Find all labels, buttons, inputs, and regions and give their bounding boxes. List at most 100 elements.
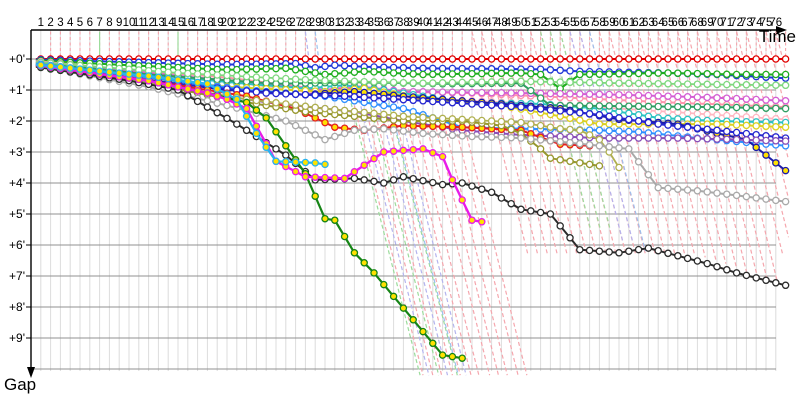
data-marker xyxy=(556,89,564,98)
data-marker xyxy=(478,69,486,78)
data-marker xyxy=(517,134,525,142)
data-marker xyxy=(566,67,574,75)
data-marker xyxy=(380,125,388,133)
data-marker xyxy=(595,102,604,110)
data-marker xyxy=(605,70,613,78)
data-marker xyxy=(674,122,682,130)
data-marker xyxy=(605,143,613,151)
data-marker xyxy=(605,102,613,110)
data-marker xyxy=(625,115,633,124)
data-marker xyxy=(380,110,388,119)
x-tick-label: 50 xyxy=(515,17,528,29)
data-marker xyxy=(693,134,702,143)
data-marker xyxy=(419,176,427,185)
data-marker xyxy=(301,90,310,99)
data-marker xyxy=(429,178,437,187)
data-marker xyxy=(517,103,525,111)
x-tick-label: 28 xyxy=(299,17,312,29)
data-marker xyxy=(556,107,564,115)
x-tick-label: 76 xyxy=(769,17,782,29)
data-marker xyxy=(517,77,525,86)
x-tick-label: 3 xyxy=(57,17,63,29)
data-marker xyxy=(184,85,192,93)
data-marker xyxy=(233,65,241,74)
data-marker xyxy=(536,208,545,217)
x-tick-label: 49 xyxy=(505,17,518,29)
data-marker xyxy=(703,125,711,134)
data-marker xyxy=(713,120,721,128)
x-tick-label: 17 xyxy=(191,17,204,29)
lap-stubs xyxy=(50,31,787,56)
data-marker xyxy=(654,69,662,77)
data-marker xyxy=(429,97,437,106)
data-marker xyxy=(478,78,486,86)
data-marker xyxy=(487,88,496,97)
data-marker xyxy=(438,79,447,87)
data-marker xyxy=(664,249,672,258)
data-marker xyxy=(429,114,437,122)
data-marker xyxy=(360,93,368,102)
data-marker xyxy=(380,280,388,289)
data-marker xyxy=(536,94,545,102)
x-tick-label: 32 xyxy=(338,17,351,29)
data-marker xyxy=(644,102,653,111)
data-marker xyxy=(536,145,545,153)
data-marker xyxy=(242,104,251,113)
x-tick-label: 52 xyxy=(534,17,547,29)
data-marker xyxy=(723,103,731,112)
data-marker xyxy=(742,81,751,89)
data-marker xyxy=(546,55,555,63)
data-marker xyxy=(203,89,212,97)
data-marker xyxy=(595,90,604,99)
data-marker xyxy=(615,79,623,87)
data-marker xyxy=(713,126,721,135)
data-marker xyxy=(37,61,45,69)
x-tick-label: 34 xyxy=(358,17,371,29)
data-marker xyxy=(429,339,437,348)
data-marker xyxy=(340,61,349,70)
data-marker xyxy=(438,114,447,123)
data-marker xyxy=(252,65,261,73)
data-marker xyxy=(625,69,633,78)
data-marker xyxy=(311,69,319,77)
data-marker xyxy=(742,129,751,138)
data-marker xyxy=(556,222,564,230)
data-marker xyxy=(262,73,270,82)
data-marker xyxy=(654,134,662,142)
data-marker xyxy=(507,133,515,142)
x-tick-label: 12 xyxy=(142,17,155,29)
data-marker xyxy=(507,89,515,97)
data-marker xyxy=(634,117,643,125)
data-marker xyxy=(605,134,613,142)
data-marker xyxy=(693,80,702,88)
data-marker xyxy=(762,104,770,112)
data-marker xyxy=(468,88,476,97)
data-marker xyxy=(723,55,731,63)
data-marker xyxy=(321,173,329,182)
data-marker xyxy=(497,194,506,202)
data-marker xyxy=(350,174,359,183)
x-tick-label: 39 xyxy=(407,17,420,29)
data-marker xyxy=(713,135,721,143)
data-marker xyxy=(340,232,349,241)
data-marker xyxy=(507,125,515,134)
data-marker xyxy=(546,154,555,162)
data-marker xyxy=(350,77,359,86)
data-marker xyxy=(634,102,643,111)
data-marker xyxy=(693,69,702,78)
x-tick-label: 54 xyxy=(554,17,567,29)
data-marker xyxy=(429,149,437,157)
data-marker xyxy=(468,69,476,78)
y-tick-label: +0' xyxy=(9,52,25,66)
data-marker xyxy=(605,79,613,87)
data-marker xyxy=(350,62,359,70)
data-marker xyxy=(242,65,251,74)
data-marker xyxy=(634,69,643,78)
x-tick-label: 44 xyxy=(456,17,469,29)
y-tick-label: +9' xyxy=(9,331,25,345)
data-marker xyxy=(291,59,300,68)
data-marker xyxy=(468,132,476,141)
data-marker xyxy=(331,69,339,78)
data-marker xyxy=(458,354,466,362)
